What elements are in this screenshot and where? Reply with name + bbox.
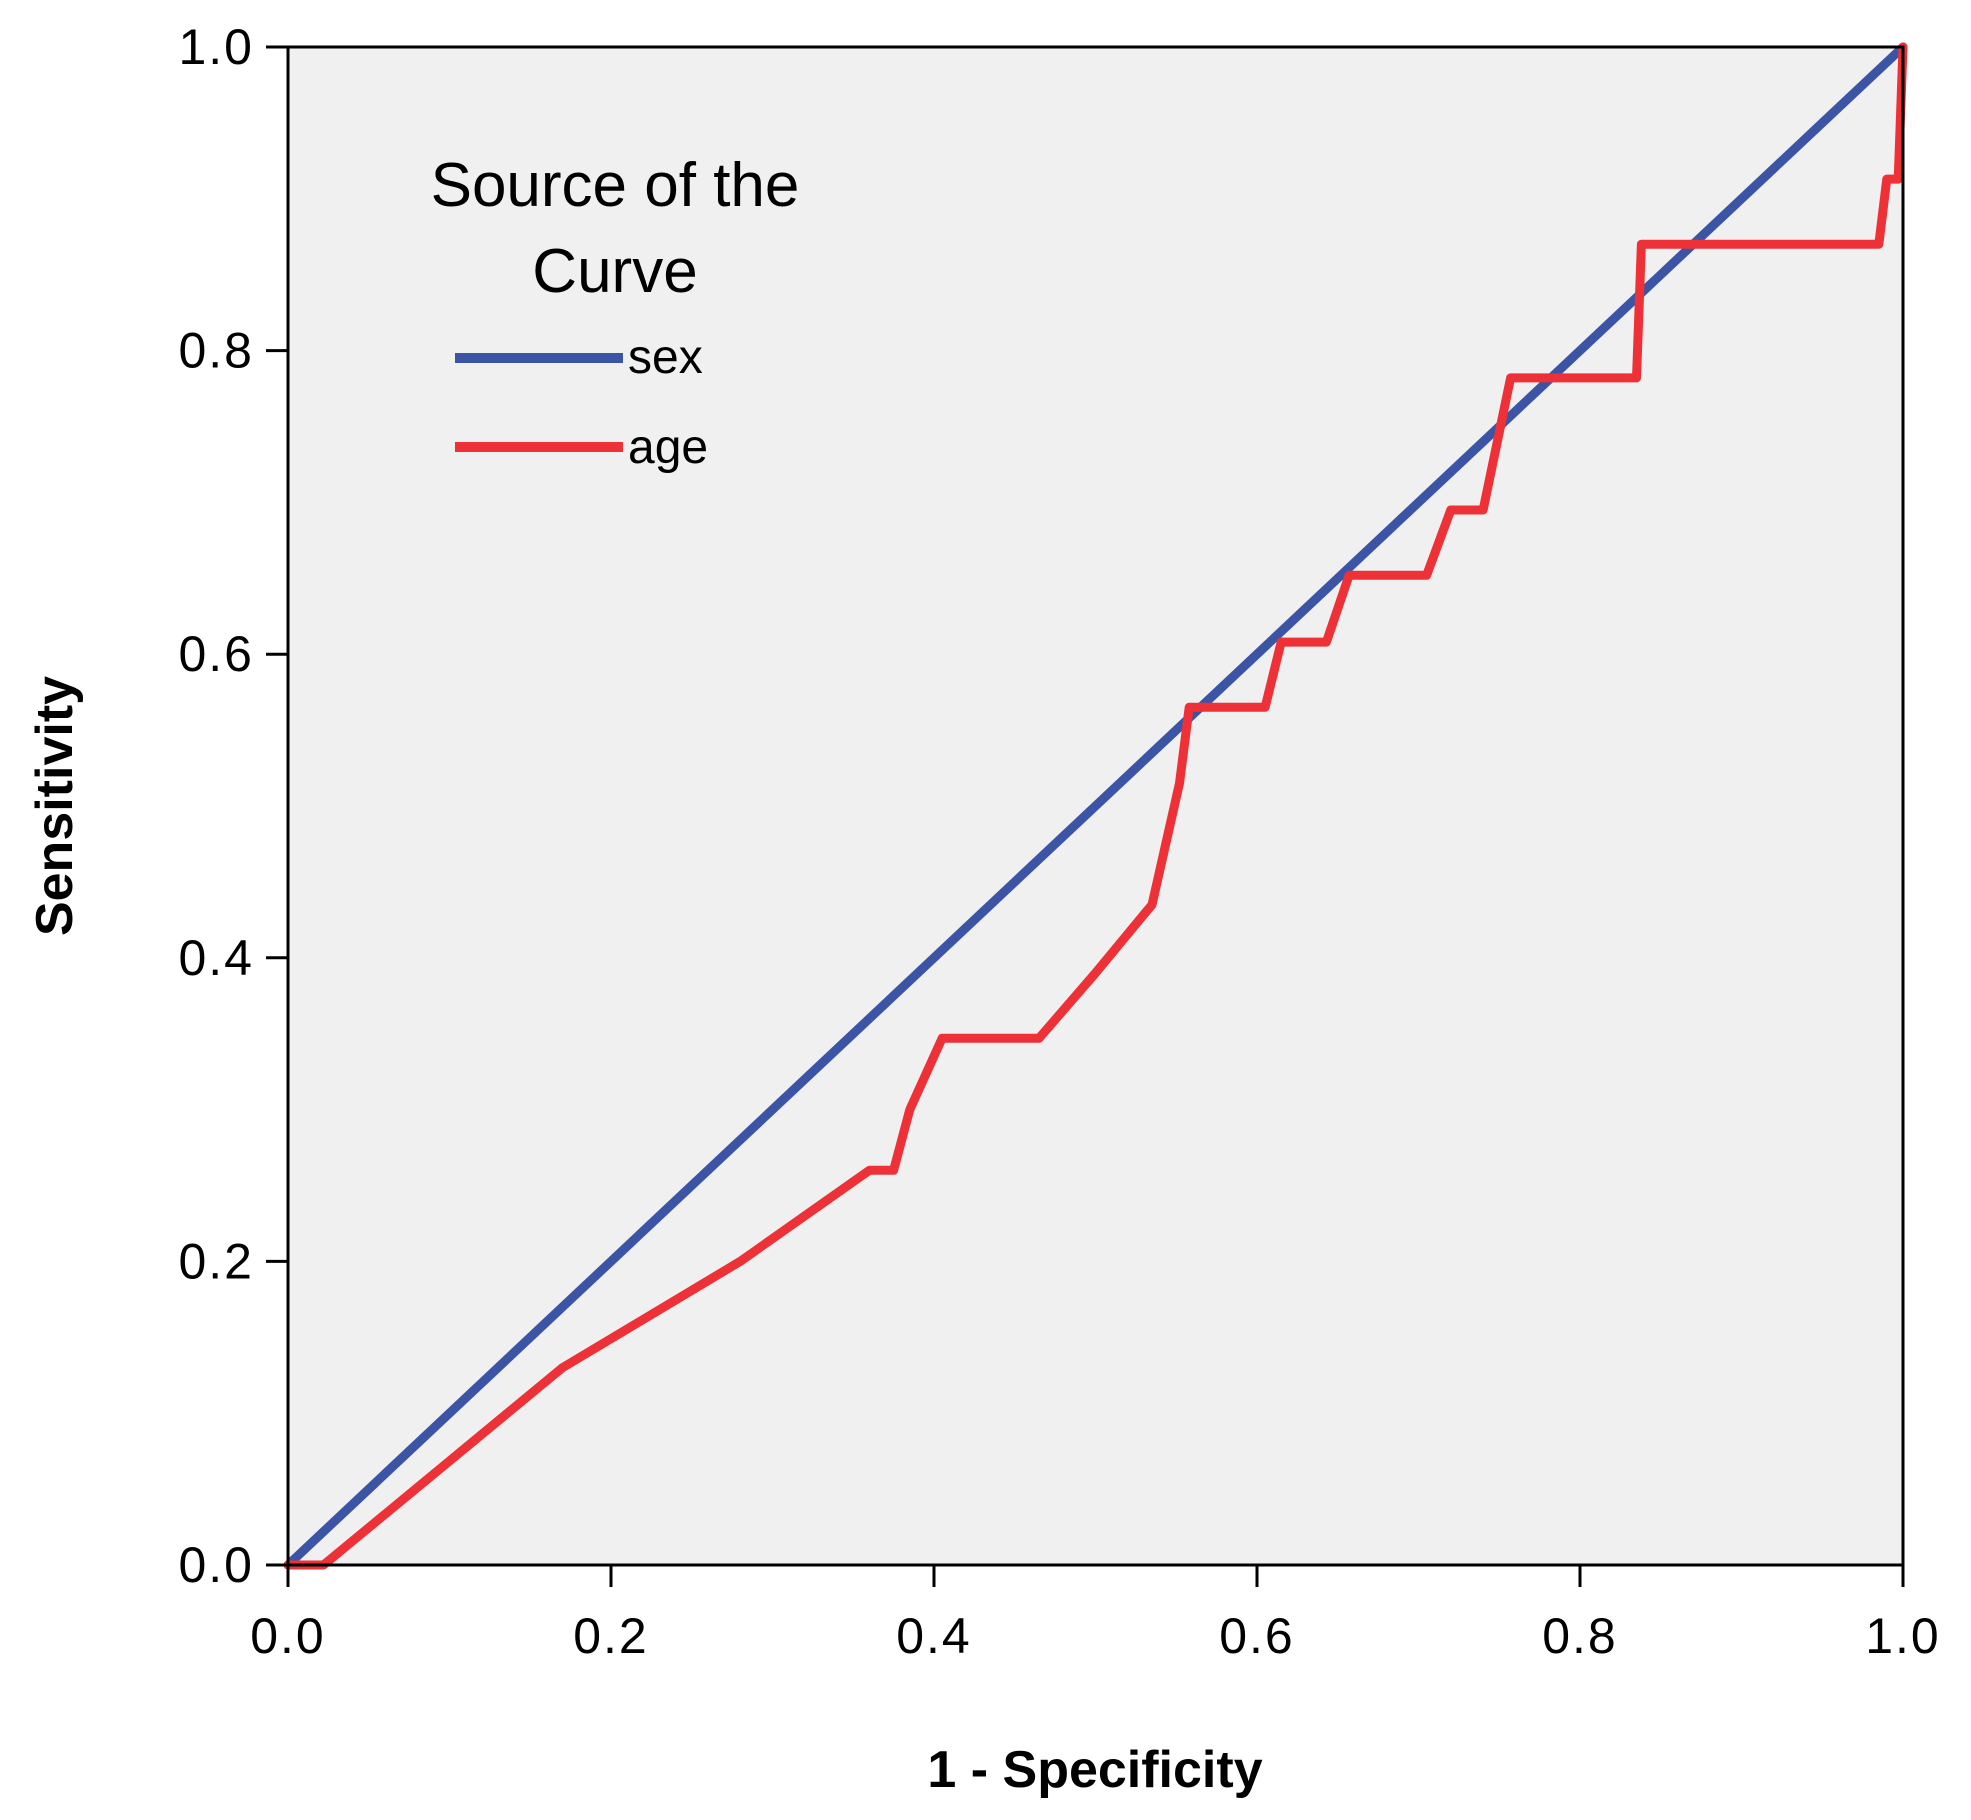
plot-frame (286, 45, 1905, 1567)
x-tick-label: 1.0 (1865, 1608, 1941, 1664)
x-axis-ticks: 0.0 0.2 0.4 0.6 0.8 1.0 (250, 1565, 1941, 1664)
x-tick-label: 0.4 (896, 1608, 972, 1664)
legend-label-sex: sex (628, 331, 703, 384)
x-axis-title: 1 - Specificity (927, 1741, 1262, 1799)
series-line-age (283, 42, 1908, 1570)
x-tick-label: 0.0 (250, 1608, 326, 1664)
legend: Source of the Curve sex age (431, 151, 800, 474)
legend-title-line-2: Curve (532, 237, 697, 306)
y-tick-label: 1.0 (178, 19, 254, 75)
x-tick-label: 0.6 (1219, 1608, 1295, 1664)
y-axis-ticks: 0.0 0.2 0.4 0.6 0.8 1.0 (178, 19, 288, 1593)
y-axis-title: Sensitivity (26, 676, 84, 936)
y-tick-label: 0.0 (178, 1537, 254, 1593)
y-tick-label: 0.2 (178, 1233, 254, 1289)
legend-label-age: age (628, 421, 708, 474)
legend-title-line-1: Source of the (431, 151, 800, 220)
x-tick-label: 0.8 (1542, 1608, 1618, 1664)
series-line-sex (283, 42, 1908, 1570)
y-tick-label: 0.8 (178, 323, 254, 379)
series-layer (283, 42, 1908, 1570)
y-tick-label: 0.6 (178, 626, 254, 682)
x-tick-label: 0.2 (573, 1608, 649, 1664)
y-tick-label: 0.4 (178, 930, 254, 986)
